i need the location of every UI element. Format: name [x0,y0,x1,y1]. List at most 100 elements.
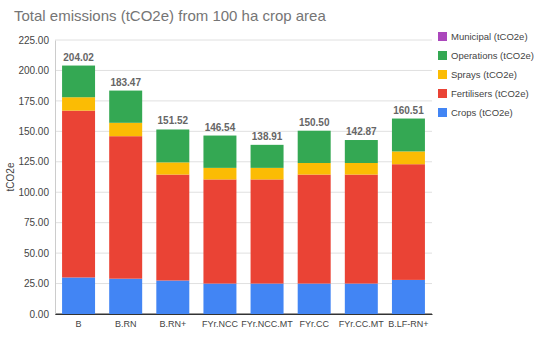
bar-segment [251,168,284,180]
y-tick-label: 200.00 [18,65,49,76]
legend-item: Crops (tCO2e) [438,107,513,118]
bar-segment [156,129,189,130]
bar-segment [345,175,378,284]
legend-swatch [438,108,447,117]
legend-swatch [438,32,447,41]
chart: Total emissions (tCO2e) from 100 ha crop… [0,0,547,345]
bar-segment [298,163,331,175]
bar-segment [156,162,189,174]
bar-segment [203,168,236,180]
grid-line [55,70,432,71]
x-tick: B.RN [115,314,137,329]
total-labels: 204.02183.47151.52146.54138.91150.50142.… [63,52,424,142]
x-tick-label: B.RN+ [159,319,186,329]
y-tick-label: 100.00 [18,187,49,198]
bar-segment [62,97,95,110]
bar-segment [251,284,284,314]
bar-segment [203,179,236,283]
legend: Municipal (tCO2e) Operations (tCO2e) Spray… [438,31,534,118]
total-label: 183.47 [110,77,141,88]
legend-swatch [438,89,447,98]
bar-segment [392,118,425,119]
x-tick: FYr.CC.MT [339,314,384,329]
legend-item: Municipal (tCO2e) [438,31,528,42]
legend-label: Municipal (tCO2e) [451,31,528,42]
grid [55,40,432,314]
bar-segment [298,131,331,163]
bar-segment [62,277,95,314]
x-tick-label: FYr.CC.MT [339,319,384,329]
y-tick-label: 225.00 [18,35,49,46]
y-tick-label: 75.00 [24,217,49,228]
y-tick-label: 0.00 [30,309,50,320]
bar-segment [251,144,284,145]
title: Total emissions (tCO2e) from 100 ha crop… [14,7,326,24]
y-tick: 100.00 [18,187,55,198]
legend-swatch [438,51,447,60]
bar-segment [156,281,189,314]
bar-segment [203,136,236,168]
bar-segment [203,135,236,136]
bar-segment [392,280,425,314]
series [62,66,425,168]
y-tick: 125.00 [18,156,55,167]
total-label: 204.02 [63,52,94,63]
legend-swatch [438,70,447,79]
legend-item: Sprays (tCO2e) [438,69,517,80]
bar-segment [109,136,142,278]
total-label: 138.91 [252,131,283,142]
bar-segment [62,111,95,278]
x-tick: FYr.CC [299,314,329,329]
y-tick: 175.00 [18,96,55,107]
bar-segment [251,179,284,283]
background [0,0,547,345]
legend-item: Operations (tCO2e) [438,50,534,61]
bar-segment [251,145,284,168]
bars [62,66,425,314]
y-tick-label: 25.00 [24,278,49,289]
x-axis-line [56,314,433,315]
y-axis: 0.0025.0050.0075.00100.00125.00150.00175… [18,35,55,320]
x-tick: B.RN+ [159,314,186,329]
y-tick: 225.00 [18,35,55,46]
total-label: 160.51 [393,105,424,116]
bar-segment [392,164,425,280]
y-tick-label: 125.00 [18,156,49,167]
bar-segment [298,175,331,284]
bar-segment [345,140,378,141]
x-tick: FYr.NCC [202,314,239,329]
bar-segment [298,130,331,131]
y-tick-label: 175.00 [18,96,49,107]
x-tick-label: B.LF-RN+ [388,319,428,329]
bar-segment [109,123,142,136]
x-tick-label: FYr.CC [299,319,329,329]
legend-label: Sprays (tCO2e) [451,69,517,80]
x-tick: B.LF-RN+ [388,314,428,329]
legend-label: Operations (tCO2e) [451,50,534,61]
bar-segment [109,90,142,91]
y-tick: 0.00 [30,309,55,320]
series [62,111,425,284]
y-tick: 200.00 [18,65,55,76]
x-tick-label: FYr.NCC [202,319,239,329]
bar-segment [156,175,189,281]
y-tick: 50.00 [24,248,55,259]
x-tick: B [76,314,82,329]
y-axis-title: tCO2e [5,162,16,191]
x-tick-label: B [76,319,82,329]
x-tick-label: B.RN [115,319,137,329]
grid-line [55,40,432,41]
x-axis: BB.RNB.RN+FYr.NCCFYr.NCC.MTFYr.CCFYr.CC.… [56,314,433,329]
bar-segment [392,151,425,164]
y-tick-label: 50.00 [24,248,49,259]
bar-segment [298,284,331,314]
bar-segment [392,119,425,152]
legend-label: Fertilisers (tCO2e) [451,88,529,99]
legend-item: Fertilisers (tCO2e) [438,88,529,99]
bar-segment [109,91,142,123]
bar-segment [345,163,378,175]
bar-segment [203,284,236,314]
total-label: 150.50 [299,117,330,128]
y-tick: 75.00 [24,217,55,228]
bar-segment [156,129,189,162]
